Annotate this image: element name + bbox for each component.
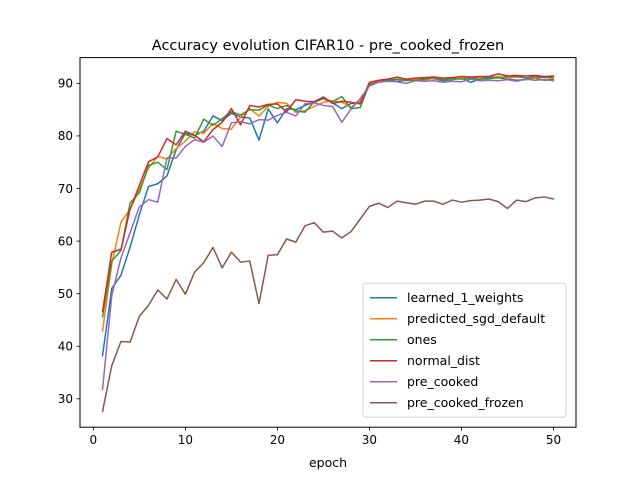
x-tick-label: 20: [270, 433, 285, 447]
plot-lines: [101, 73, 555, 413]
legend-label-pre_cooked_frozen: pre_cooked_frozen: [407, 395, 524, 410]
y-tick-label: 30: [58, 392, 73, 406]
series-line-ones: [101, 75, 555, 318]
legend-label-normal_dist: normal_dist: [407, 353, 480, 368]
y-tick-label: 80: [58, 129, 73, 143]
series-line-normal_dist: [101, 73, 555, 313]
x-tick-label: 0: [90, 433, 98, 447]
x-axis-label: epoch: [309, 455, 347, 470]
legend-box: [362, 282, 567, 418]
y-tick-label: 90: [58, 77, 73, 91]
y-tick-label: 60: [58, 234, 73, 248]
x-tick-label: 40: [454, 433, 469, 447]
series-line-pre_cooked_frozen: [101, 196, 555, 413]
x-tick-label: 10: [178, 433, 193, 447]
legend: learned_1_weights predicted_sgd_defaulton…: [362, 282, 567, 418]
series-line-pre_cooked: [101, 78, 555, 391]
y-tick-label: 50: [58, 287, 73, 301]
y-tick-label: 40: [58, 340, 73, 354]
y-axis-ticks: 30 40 50 60 70 80 90: [58, 77, 80, 406]
y-tick-label: 70: [58, 182, 73, 196]
x-axis-ticks: 0 10 20 30 40 50: [90, 427, 561, 447]
legend-label-ones: ones: [407, 332, 437, 347]
chart-title: Accuracy evolution CIFAR10 - pre_cooked_…: [152, 38, 504, 54]
legend-label-learned_1_weights: learned_1_weights: [407, 290, 523, 305]
legend-label-pre_cooked: pre_cooked: [407, 374, 478, 389]
x-tick-label: 30: [362, 433, 377, 447]
plot-frame: [79, 57, 577, 428]
legend-label-predicted_sgd_default: predicted_sgd_default: [407, 311, 545, 326]
x-tick-label: 50: [546, 433, 561, 447]
